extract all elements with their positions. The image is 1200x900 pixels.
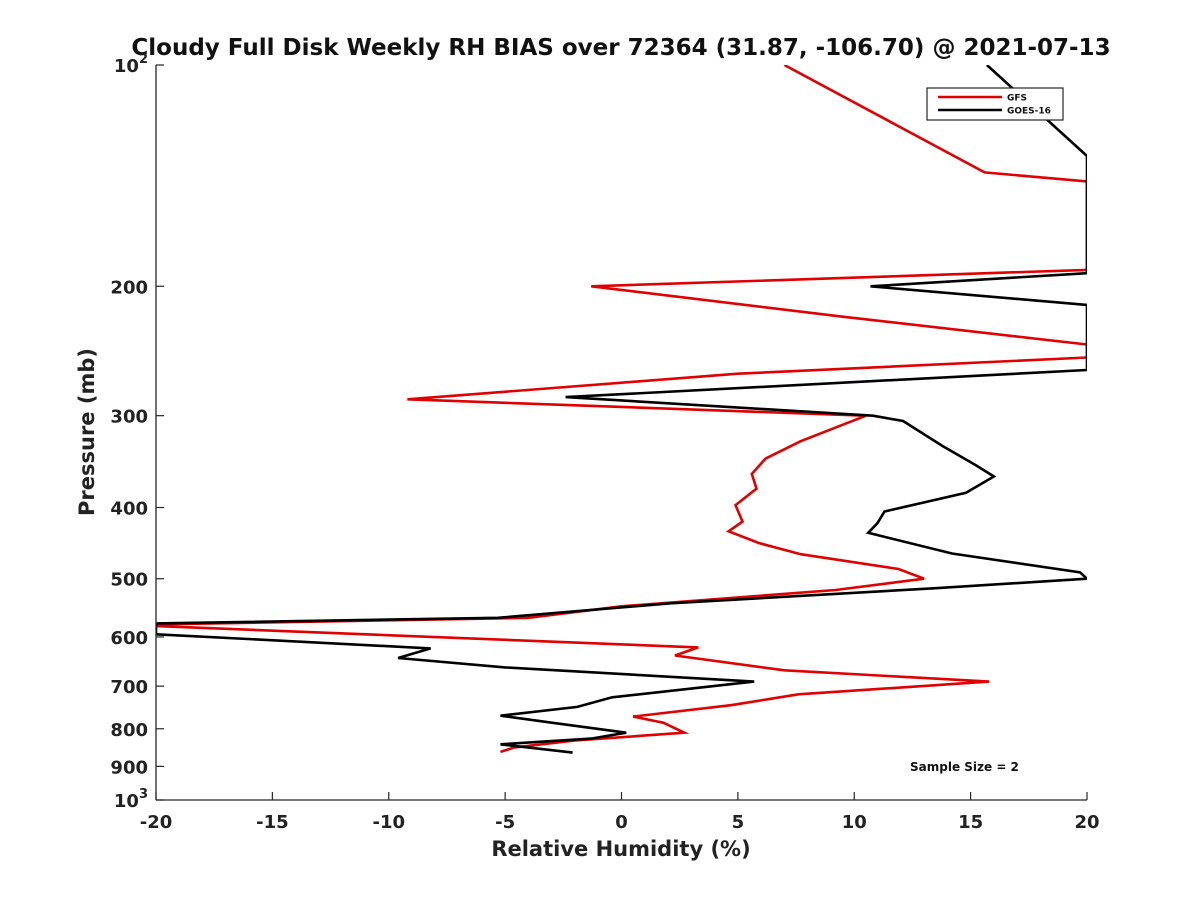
y-tick-label: 900 — [110, 757, 148, 778]
x-tick-label: 5 — [732, 812, 745, 833]
x-tick-label: 10 — [842, 812, 867, 833]
y-tick-base: 10 — [114, 791, 139, 812]
y-axis-label: Pressure (mb) — [75, 348, 99, 516]
legend-gfs-label: GFS — [1007, 94, 1027, 104]
y-tick-exponent: 3 — [139, 787, 148, 802]
legend-box — [926, 87, 1064, 121]
x-tick-label: -10 — [372, 812, 405, 833]
y-tick-label: 800 — [110, 720, 148, 741]
x-tick-label: 0 — [615, 812, 628, 833]
x-tick-label: -15 — [256, 812, 289, 833]
y-tick-label: 600 — [110, 628, 148, 649]
sample-size-annotation: Sample Size = 2 — [910, 760, 1019, 774]
legend-goes16-label: GOES-16 — [1007, 107, 1051, 117]
legend: GFS GOES-16 — [926, 87, 1064, 121]
y-tick-label: 700 — [110, 677, 148, 698]
x-axis-ticks: -20 -15 -10 -5 0 5 10 15 20 — [140, 792, 1100, 833]
y-tick-label: 200 — [110, 277, 148, 298]
x-axis-label: Relative Humidity (%) — [491, 837, 750, 861]
y-tick-label: 400 — [110, 499, 148, 520]
y-tick-label: 102 — [114, 52, 148, 77]
y-tick-label: 103 — [114, 787, 148, 812]
y-tick-label: 300 — [110, 407, 148, 428]
x-tick-label: 20 — [1074, 812, 1099, 833]
y-tick-base: 10 — [114, 56, 139, 77]
x-tick-label: -5 — [495, 812, 515, 833]
x-tick-label: 15 — [958, 812, 983, 833]
series-line-goes16 — [156, 65, 1087, 754]
chart-title: Cloudy Full Disk Weekly RH BIAS over 723… — [131, 35, 1110, 61]
y-tick-exponent: 2 — [139, 52, 148, 67]
series-layer — [156, 65, 1087, 754]
x-tick-label: -20 — [140, 812, 173, 833]
y-tick-label: 500 — [110, 570, 148, 591]
series-line-gfs — [156, 65, 1087, 754]
